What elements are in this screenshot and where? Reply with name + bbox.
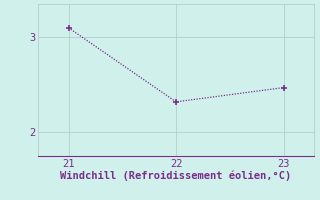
X-axis label: Windchill (Refroidissement éolien,°C): Windchill (Refroidissement éolien,°C)	[60, 170, 292, 181]
